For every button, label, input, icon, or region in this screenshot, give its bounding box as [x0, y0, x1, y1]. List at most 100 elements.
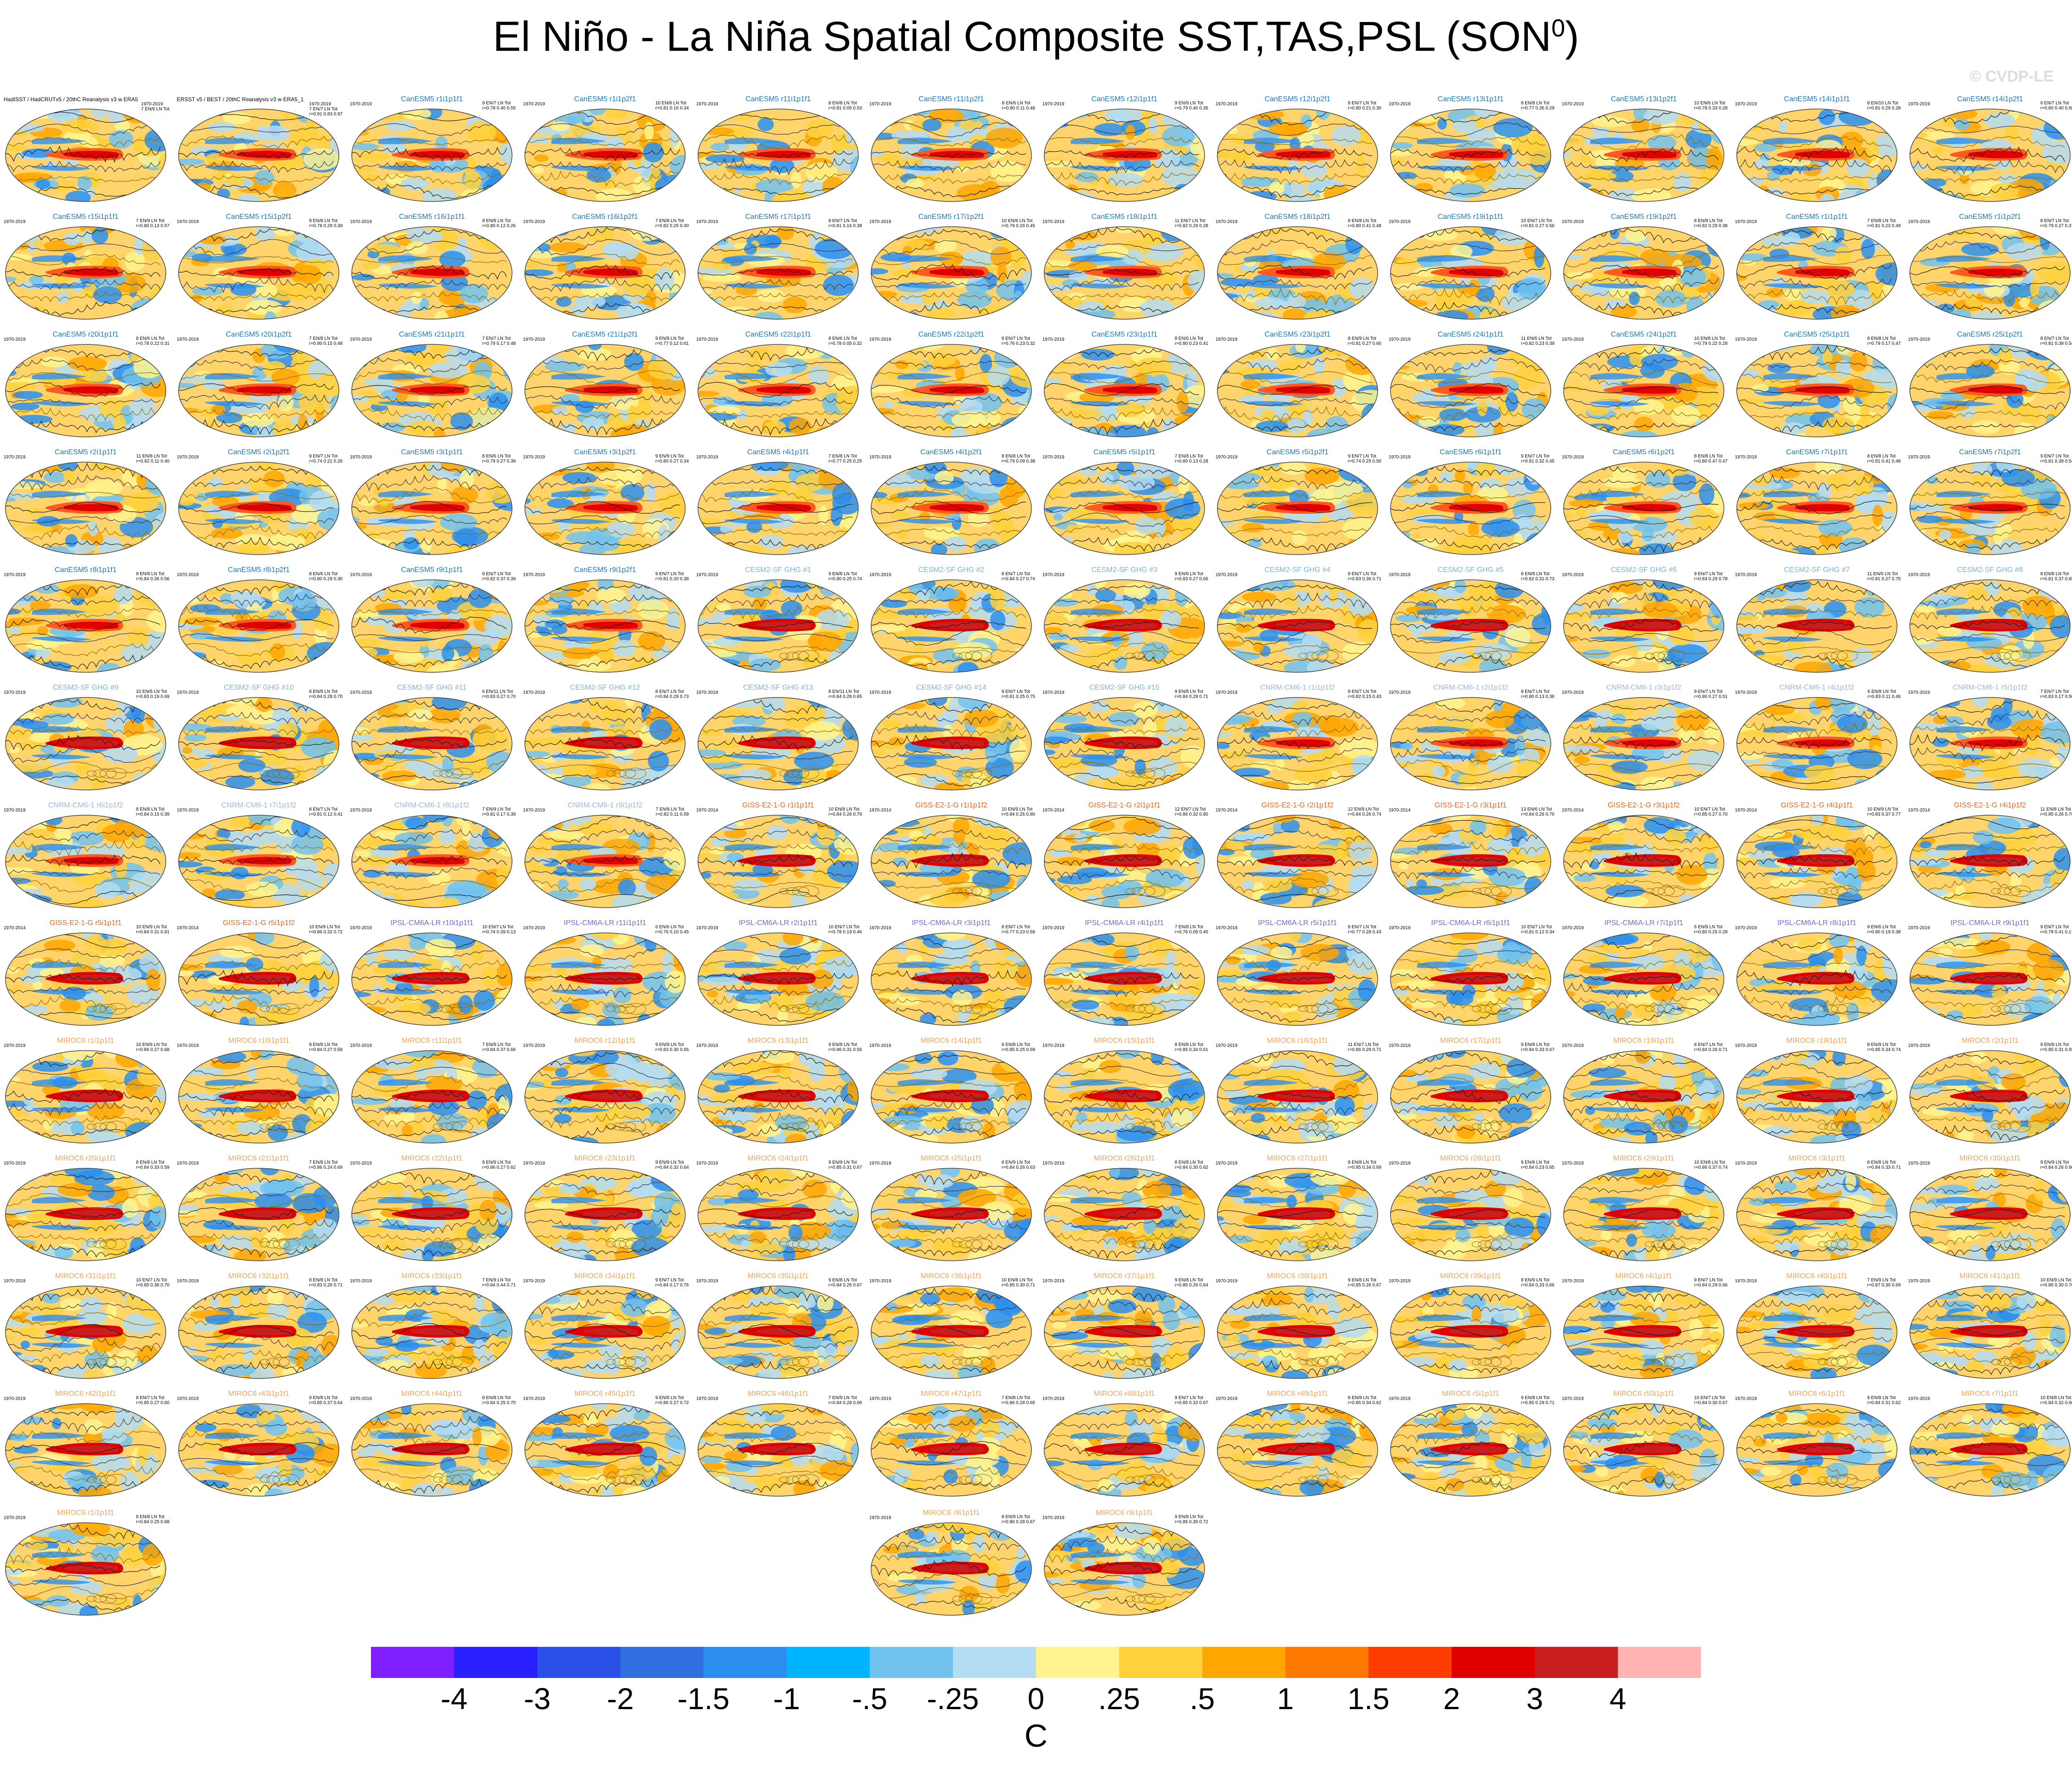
panel-stat-line: 1970-2019	[141, 102, 163, 107]
map-panel: CanESM5 r1i1p1f1 1970-2019 7 EN/8 LN Tot r=…	[1731, 213, 1903, 323]
anomaly-blob	[1221, 227, 1247, 232]
anomaly-blob	[1790, 192, 1810, 202]
panel-member-label: CanESM5 r17i1p1f1	[745, 213, 812, 221]
anomaly-blob	[478, 644, 494, 665]
panel-period: 1970-2019	[523, 102, 545, 107]
anomaly-blob	[327, 764, 339, 788]
anomaly-blob	[77, 176, 92, 191]
anomaly-blob	[1450, 245, 1473, 259]
panel-stat-line: r=0.82 0.29 0.28	[1174, 223, 1208, 229]
panel-stats: 1970-2019 7 EN/7 LN Tot r=0.91 0.83 0.97	[309, 102, 343, 117]
anomaly-blob	[186, 112, 216, 121]
anomaly-blob	[1918, 668, 1930, 672]
panel-member-label: CanESM5 r16i1p2f1	[572, 213, 638, 221]
panel-stat-line: r=0.81 0.16 0.38	[828, 223, 862, 229]
anomaly-blob	[525, 586, 539, 593]
map-panel: CanESM5 r4i1p2f1 1970-2019 8 EN/8 LN Tot r=…	[866, 448, 1037, 558]
map-panel: CanESM5 r20i1p1f1 1970-2019 8 EN/6 LN Tot r…	[0, 331, 171, 441]
map-heatmap	[5, 815, 166, 908]
panel-stat-line: 9 EN/7 LN Tot	[309, 454, 338, 459]
anomaly-blob	[455, 528, 478, 547]
anomaly-blob	[304, 148, 339, 170]
anomaly-blob	[1365, 697, 1375, 719]
anomaly-blob	[439, 828, 456, 845]
anomaly-blob	[371, 244, 400, 254]
panel-stats: 7 EN/9 LN Tot r=0.80 0.13 0.57	[136, 218, 169, 229]
anomaly-blob	[6, 782, 32, 790]
anomaly-blob	[500, 141, 512, 164]
psl-contour	[871, 122, 1026, 137]
panel-period: 1970-2019	[1562, 337, 1584, 342]
map-panel: CanESM5 r24i1p2f1 1970-2019 10 EN/8 LN Tot…	[1558, 331, 1729, 441]
map-outline	[1217, 109, 1378, 202]
panel-stat-line: 9 EN/7 LN Tot	[1347, 572, 1376, 577]
anomaly-blob	[327, 815, 339, 836]
anomaly-blob	[871, 268, 889, 275]
panel-stat-line: 10 EN/7 LN Tot	[1521, 218, 1552, 223]
anomaly-blob	[5, 382, 38, 390]
anomaly-blob	[1587, 668, 1608, 672]
map-panel: CESM2-SF GHG #14 1970-2019 9 EN/7 LN Tot r=…	[866, 684, 1037, 794]
panel-period: 1970-2019	[1908, 102, 1930, 107]
cold-anomaly-south	[725, 283, 784, 289]
anomaly-blob	[1352, 227, 1378, 238]
anomaly-blob	[883, 546, 896, 554]
anomaly-blob	[254, 170, 274, 185]
panel-stat-line: 10 EN/6 LN Tot	[136, 689, 167, 694]
anomaly-blob	[2030, 278, 2039, 299]
map-heatmap	[1909, 462, 2071, 555]
anomaly-blob	[1217, 151, 1249, 158]
panel-member-label: CanESM5 r12i1p2f1	[1264, 95, 1331, 103]
cold-anomaly-south	[1417, 283, 1477, 289]
anomaly-blob	[789, 418, 812, 435]
map-heatmap	[1909, 109, 2071, 202]
map-heatmap	[1909, 697, 2071, 790]
anomaly-blob	[1232, 665, 1245, 672]
anomaly-blob	[1737, 598, 1749, 605]
anomaly-blob	[5, 896, 17, 902]
map-panel: CanESM5 r15i1p2f1 1970-2019 9 EN/8 LN Tot r…	[173, 213, 344, 323]
anomaly-blob	[179, 234, 205, 241]
anomaly-blob	[1217, 709, 1234, 716]
map-outline	[5, 226, 166, 320]
panel-stat-line: r=0.82 0.29 0.38	[1694, 223, 1728, 229]
map-outline	[871, 109, 1032, 202]
map-heatmap	[1217, 344, 1378, 437]
anomaly-blob	[1737, 469, 1761, 477]
anomaly-blob	[755, 179, 794, 193]
anomaly-blob	[1059, 644, 1080, 653]
anomaly-blob	[1217, 715, 1225, 722]
anomaly-blob	[1746, 583, 1772, 592]
map-heatmap	[1044, 344, 1205, 437]
anomaly-blob	[1054, 234, 1065, 242]
anomaly-blob	[1515, 735, 1526, 756]
anomaly-blob	[1231, 580, 1249, 586]
anomaly-blob	[354, 431, 388, 437]
panel-period: 1970-2019	[1735, 455, 1757, 460]
panel-period: 1970-2019	[1389, 337, 1411, 342]
anomaly-blob	[181, 597, 199, 605]
anomaly-blob	[1415, 114, 1438, 124]
anomaly-blob	[1009, 739, 1027, 762]
map-panel: CESM2-SF GHG #3 1970-2019 9 EN/6 LN Tot r=0…	[1039, 566, 1210, 676]
anomaly-blob	[1953, 118, 1970, 130]
anomaly-blob	[179, 652, 207, 659]
anomaly-blob	[1625, 229, 1647, 242]
anomaly-blob	[1404, 433, 1418, 437]
anomaly-blob	[1933, 715, 1947, 725]
anomaly-blob	[314, 815, 339, 826]
anomaly-blob	[441, 274, 468, 291]
anomaly-blob	[94, 882, 120, 899]
anomaly-blob	[1592, 126, 1610, 137]
panel-stat-line: r=0.80 0.21 0.30	[1347, 106, 1381, 111]
map-heatmap	[178, 226, 339, 320]
anomaly-blob	[9, 763, 49, 772]
anomaly-blob	[534, 154, 549, 162]
anomaly-blob	[1892, 423, 1897, 437]
map-panel: CanESM5 r15i1p1f1 1970-2019 7 EN/9 LN Tot r…	[0, 213, 171, 323]
panel-stats: 9 EN/8 LN Tot r=0.80 0.41 0.48	[1348, 218, 1381, 229]
map-panel: CESM2-SF GHG #1 1970-2019 9 EN/8 LN Tot r=0…	[692, 566, 864, 676]
map-heatmap	[871, 462, 1032, 555]
cold-anomaly-north	[551, 255, 606, 262]
anomaly-blob	[406, 241, 429, 255]
